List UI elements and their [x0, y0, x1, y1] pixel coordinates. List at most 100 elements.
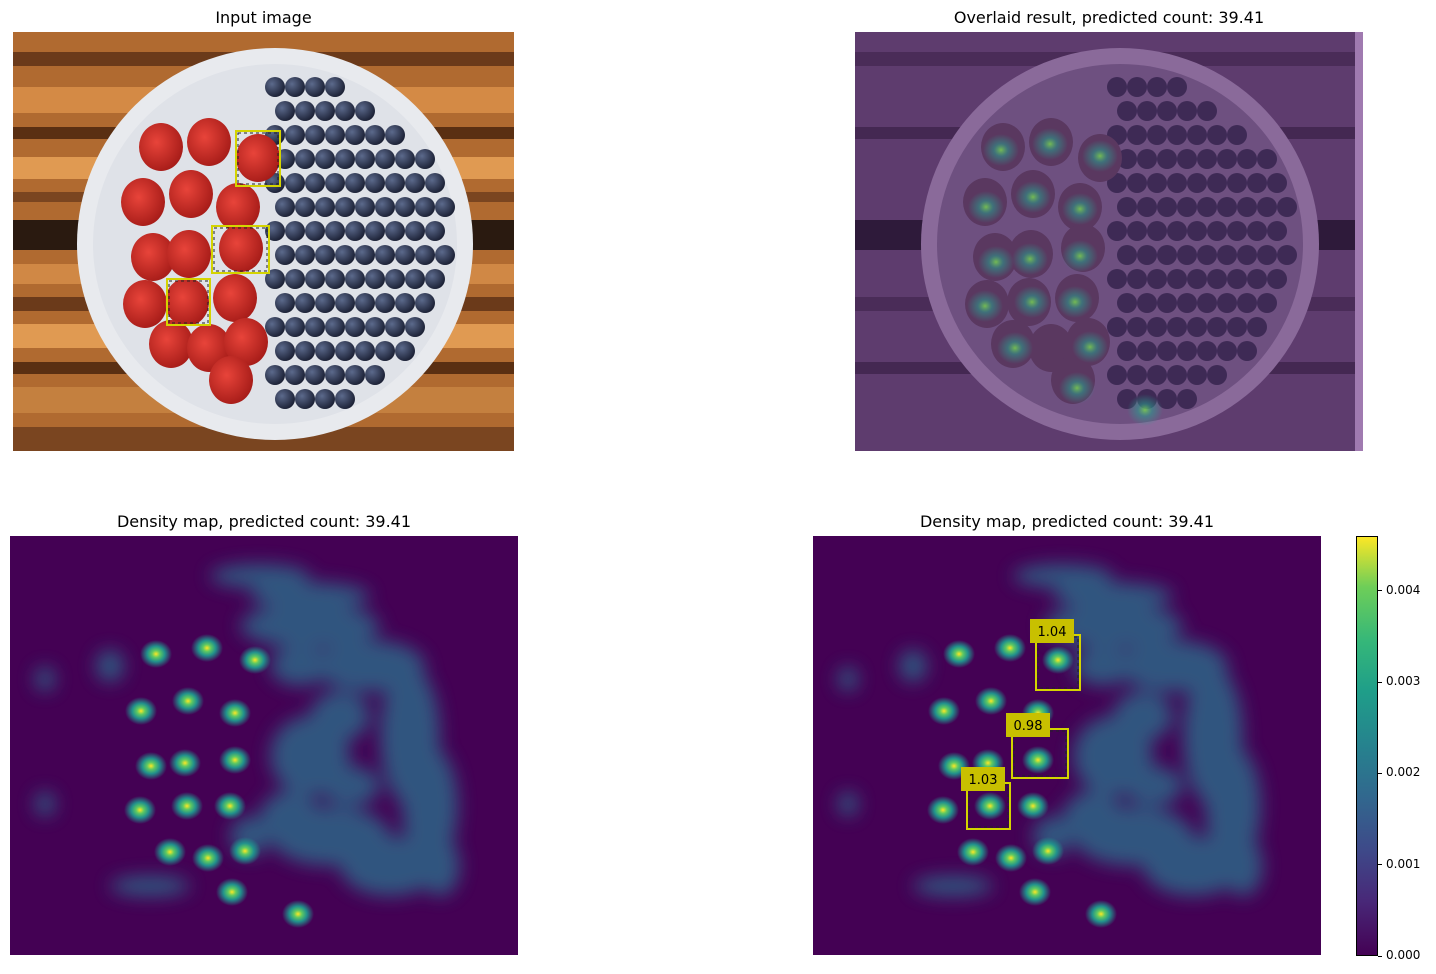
- density-map-left: [10, 536, 518, 955]
- blueberry: [375, 197, 395, 217]
- density-peak: [172, 687, 204, 715]
- blueberry: [1107, 365, 1127, 385]
- density-peak: [171, 792, 203, 820]
- blueberry: [415, 293, 435, 313]
- blueberry: [265, 77, 285, 97]
- blueberry: [1157, 389, 1177, 409]
- blueberry: [1137, 293, 1157, 313]
- exemplar-count-3: 1.03: [969, 773, 998, 788]
- blueberry: [275, 101, 295, 121]
- blueberry: [435, 245, 455, 265]
- density-haze: [899, 650, 927, 682]
- blueberry: [1207, 125, 1227, 145]
- blueberry: [365, 125, 385, 145]
- density-peak: [994, 634, 1026, 662]
- blueberry: [1187, 317, 1207, 337]
- blueberry: [285, 173, 305, 193]
- density-peak: [928, 697, 960, 725]
- blueberry: [1157, 245, 1177, 265]
- blueberry: [1237, 197, 1257, 217]
- colorbar-tick-mark: [1378, 864, 1382, 866]
- blueberry: [275, 389, 295, 409]
- blueberry: [1197, 197, 1217, 217]
- density-haze: [1113, 691, 1173, 741]
- blueberry: [1137, 101, 1157, 121]
- blueberry: [335, 149, 355, 169]
- blueberry: [285, 77, 305, 97]
- blueberry: [315, 293, 335, 313]
- blueberry: [355, 341, 375, 361]
- blueberry: [285, 317, 305, 337]
- density-haze: [320, 766, 380, 806]
- strawberry: [216, 183, 260, 231]
- overlay-density-peak: [1127, 394, 1163, 426]
- blueberry: [365, 173, 385, 193]
- density-peak: [191, 634, 223, 662]
- density-haze: [240, 604, 380, 648]
- blueberry: [1257, 149, 1277, 169]
- strawberry: [219, 224, 263, 272]
- blueberry: [1197, 245, 1217, 265]
- density-peak: [927, 796, 959, 824]
- density-peak: [1017, 792, 1049, 820]
- blueberry: [315, 245, 335, 265]
- blueberry: [1217, 341, 1237, 361]
- blueberry: [1177, 245, 1197, 265]
- density-peak: [943, 640, 975, 668]
- blueberry: [285, 125, 305, 145]
- density-haze: [35, 667, 55, 691]
- blueberry: [335, 389, 355, 409]
- density-peak: [135, 752, 167, 780]
- density-peak: [124, 796, 156, 824]
- blueberry: [415, 197, 435, 217]
- blueberry: [305, 365, 325, 385]
- blueberry: [1157, 341, 1177, 361]
- blueberry: [335, 101, 355, 121]
- density-peak: [214, 792, 246, 820]
- density-haze: [1123, 766, 1183, 806]
- blueberry: [325, 221, 345, 241]
- blueberry: [1127, 269, 1147, 289]
- blueberry: [425, 269, 445, 289]
- blueberry: [1237, 149, 1257, 169]
- blueberry: [1177, 101, 1197, 121]
- strawberry: [169, 170, 213, 218]
- density-haze: [838, 792, 858, 816]
- density-peak: [282, 900, 314, 928]
- blueberry: [405, 221, 425, 241]
- blueberry: [1237, 341, 1257, 361]
- blueberry: [1157, 149, 1177, 169]
- colorbar: [1356, 536, 1378, 956]
- blueberry: [1247, 317, 1267, 337]
- blueberry: [335, 245, 355, 265]
- blueberry: [1207, 317, 1227, 337]
- colorbar-tick-label: 0.004: [1386, 582, 1421, 597]
- overlay-density-peak: [1059, 372, 1095, 404]
- blueberry: [1127, 125, 1147, 145]
- blueberry: [1217, 293, 1237, 313]
- blueberry: [285, 269, 305, 289]
- blueberry: [385, 125, 405, 145]
- blueberry: [1217, 149, 1237, 169]
- blueberry: [1127, 317, 1147, 337]
- blueberry: [1107, 269, 1127, 289]
- blueberry: [295, 197, 315, 217]
- blueberry: [1117, 149, 1137, 169]
- blueberry: [1187, 125, 1207, 145]
- density-peak: [229, 837, 261, 865]
- blueberry: [295, 341, 315, 361]
- blueberry: [335, 341, 355, 361]
- blueberry: [1207, 173, 1227, 193]
- blueberry: [355, 149, 375, 169]
- blueberry: [365, 269, 385, 289]
- strawberry: [131, 233, 175, 281]
- density-peak: [1022, 746, 1054, 774]
- density-map-right: 1.04 0.98 1.03: [813, 536, 1321, 955]
- density-peak: [957, 838, 989, 866]
- overlay-density-peak: [1012, 243, 1048, 275]
- blueberry: [1257, 293, 1277, 313]
- blueberry: [1137, 149, 1157, 169]
- blueberry: [1267, 221, 1287, 241]
- blueberry: [365, 221, 385, 241]
- blueberry: [365, 317, 385, 337]
